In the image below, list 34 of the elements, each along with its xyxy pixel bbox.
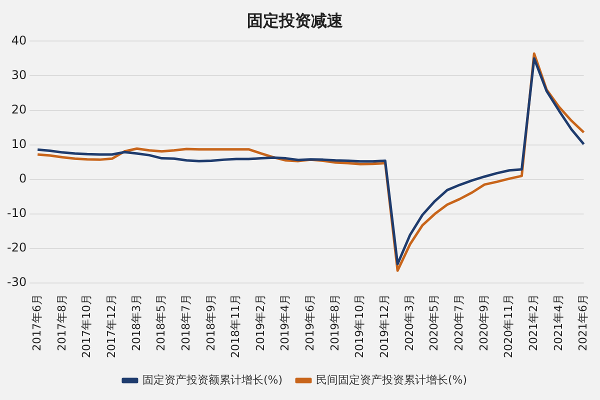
x-tick-label: 2018年3月 [130,294,143,352]
x-tick-label: 2017年6月 [30,294,44,352]
y-tick-label: 30 [11,68,27,82]
x-tick-label: 2018年7月 [179,294,192,352]
x-tick-label: 2020年7月 [452,294,466,352]
legend-label: 固定资产投资额累计增长(%) [142,373,283,386]
x-tick-label: 2020年5月 [428,294,441,352]
x-tick-label: 2017年10月 [80,294,94,358]
y-tick-label: -30 [6,275,27,290]
x-tick-label: 2019年12月 [378,294,392,358]
y-tick-label: 0 [18,172,27,186]
x-tick-label: 2019年4月 [278,294,292,352]
y-tick-label: -20 [6,240,27,255]
x-tick-label: 2018年9月 [204,294,218,352]
x-tick-label: 2018年5月 [154,294,168,352]
y-tick-label: -10 [6,206,27,220]
x-tick-label: 2020年9月 [477,294,490,352]
legend-label: 民间固定资产投资累计增长(%) [316,373,468,386]
y-tick-label: 40 [11,33,27,48]
chart-title: 固定投资减速 [247,10,344,30]
x-tick-label: 2019年10月 [353,294,366,358]
x-tick-label: 2017年8月 [55,294,68,352]
x-tick-label: 2020年3月 [402,294,416,352]
x-tick-label: 2021年4月 [552,294,565,352]
x-tick-label: 2019年2月 [254,294,267,352]
y-tick-label: 10 [11,136,27,151]
x-tick-label: 2017年12月 [104,294,118,358]
y-tick-label: 20 [11,102,27,116]
x-tick-label: 2021年6月 [576,294,590,352]
x-tick-label: 2018年11月 [229,294,242,358]
x-tick-label: 2020年11月 [502,294,516,358]
x-tick-label: 2021年2月 [527,294,540,352]
x-tick-label: 2019年6月 [304,294,317,352]
x-tick-label: 2019年8月 [328,294,342,352]
